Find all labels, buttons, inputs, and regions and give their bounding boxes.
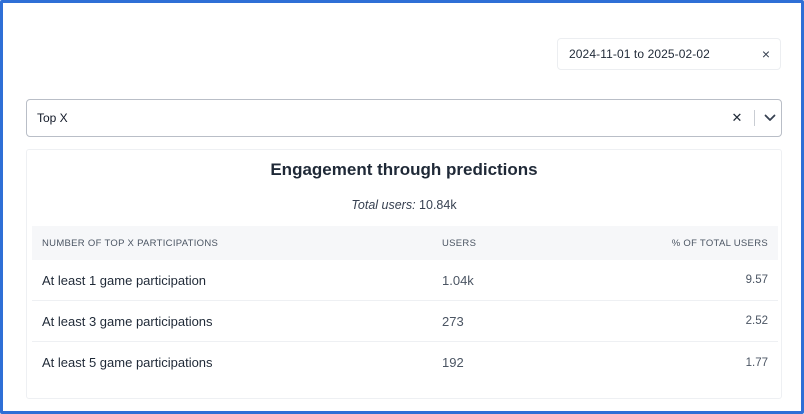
table-row: At least 3 game participations 273 2.52 — [32, 301, 778, 342]
cell-users: 192 — [442, 355, 464, 370]
select-controls: ✕ — [726, 100, 781, 136]
cell-percent: 9.57 — [745, 274, 768, 286]
engagement-table: NUMBER OF TOP X PARTICIPATIONS USERS % O… — [32, 226, 778, 383]
cell-users: 273 — [442, 313, 464, 329]
header-percent-total: % OF TOTAL USERS — [671, 237, 768, 249]
date-range-value: 2024-11-01 to 2025-02-02 — [569, 47, 710, 61]
card-title: Engagement through predictions — [270, 160, 538, 179]
category-select[interactable]: Top X ✕ — [26, 99, 782, 137]
engagement-card: Engagement through predictions Total use… — [26, 149, 782, 399]
total-users-value: 10.84k — [419, 198, 457, 212]
table-row: At least 1 game participation 1.04k 9.57 — [32, 260, 778, 301]
total-users-summary: Total users: 10.84k — [27, 198, 781, 212]
cell-participations: At least 5 game participations — [42, 355, 213, 370]
cell-percent: 2.52 — [745, 315, 768, 327]
cell-participations: At least 1 game participation — [42, 272, 207, 288]
select-value: Top X — [37, 111, 68, 125]
date-clear-icon[interactable]: × — [761, 46, 770, 62]
table-row: At least 5 game participations 192 1.77 — [32, 342, 778, 383]
total-users-label: Total users: — [351, 198, 416, 212]
select-clear-icon[interactable]: ✕ — [731, 110, 743, 125]
cell-percent: 1.77 — [745, 356, 768, 369]
header-users: USERS — [442, 237, 477, 249]
date-range-picker[interactable]: 2024-11-01 to 2025-02-02 × — [557, 38, 781, 70]
chevron-down-icon[interactable] — [759, 114, 781, 122]
select-separator — [754, 110, 755, 126]
cell-users: 1.04k — [442, 272, 474, 288]
cell-participations: At least 3 game participations — [42, 313, 213, 329]
table-header: NUMBER OF TOP X PARTICIPATIONS USERS % O… — [32, 226, 778, 260]
header-participations: NUMBER OF TOP X PARTICIPATIONS — [42, 237, 219, 249]
